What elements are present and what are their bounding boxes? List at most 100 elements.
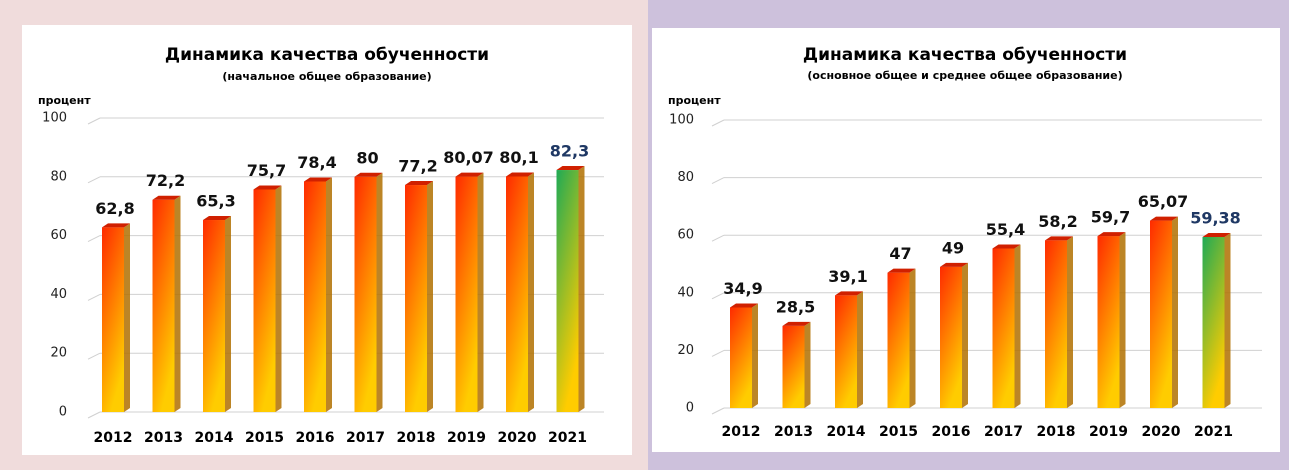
x-tick-label: 2018 [1037, 424, 1076, 440]
y-tick-label: 80 [677, 170, 694, 185]
bar [405, 185, 427, 412]
y-tick-label: 40 [50, 287, 67, 302]
y-axis-label: процент [38, 94, 91, 107]
data-label: 58,2 [1038, 212, 1077, 231]
bar-top [506, 172, 534, 177]
grid-line [87, 293, 101, 301]
data-label: 80,07 [443, 148, 494, 167]
y-tick-label: 0 [686, 401, 694, 416]
bar-side [1172, 216, 1178, 408]
data-label: 62,8 [95, 199, 134, 218]
data-label: 72,2 [146, 171, 185, 190]
x-tick-label: 2020 [498, 430, 537, 446]
bar [1150, 220, 1172, 408]
data-label: 77,2 [398, 157, 437, 176]
bar-top [1045, 236, 1073, 241]
x-tick-label: 2015 [245, 430, 284, 446]
bar-top [556, 166, 585, 171]
bar-top [887, 268, 916, 273]
bar-top [730, 303, 758, 308]
data-label: 34,9 [723, 279, 762, 298]
chart-subtitle: (начальное общее образование) [222, 70, 431, 83]
data-label: 39,1 [828, 267, 867, 286]
y-tick-label: 80 [50, 169, 67, 184]
data-label: 82,3 [550, 142, 589, 161]
bar [992, 248, 1015, 408]
data-label: 78,4 [297, 153, 336, 172]
bar-side [376, 172, 383, 412]
x-tick-label: 2017 [346, 430, 385, 446]
x-tick-label: 2013 [774, 424, 813, 440]
bar-top [405, 181, 433, 186]
data-label: 55,4 [986, 220, 1025, 239]
bar-side [477, 172, 484, 412]
grid-line [87, 235, 101, 243]
bar-top [782, 321, 811, 326]
y-axis-label: процент [668, 94, 721, 107]
bar-top [1097, 232, 1126, 237]
y-tick-label: 20 [50, 346, 67, 361]
bar [102, 227, 124, 412]
data-label: 65,07 [1138, 192, 1189, 211]
bar-side [578, 166, 585, 412]
data-label: 49 [942, 238, 964, 257]
data-label: 75,7 [247, 161, 286, 180]
bar-side [909, 268, 916, 408]
bar-top [152, 195, 181, 200]
bar [887, 272, 910, 408]
x-tick-label: 2014 [827, 424, 866, 440]
x-tick-label: 2019 [1089, 424, 1128, 440]
bar-side [427, 181, 433, 412]
bar [1202, 236, 1225, 408]
data-label: 59,38 [1190, 208, 1241, 227]
bar-side [804, 321, 811, 408]
bar [1097, 236, 1120, 408]
x-tick-label: 2021 [1194, 424, 1233, 440]
x-tick-label: 2016 [932, 424, 971, 440]
bar [354, 176, 377, 412]
x-tick-label: 2021 [548, 430, 587, 446]
bar-top [1202, 232, 1231, 237]
bar-top [1150, 216, 1178, 221]
bar-side [174, 195, 181, 412]
bar-side [225, 216, 231, 412]
chart-title: Динамика качества обученности [165, 45, 489, 65]
data-label: 28,5 [776, 297, 815, 316]
bar-side [962, 262, 968, 408]
bar-side [528, 172, 534, 412]
y-tick-label: 60 [677, 228, 694, 243]
bar-side [275, 185, 282, 412]
bar-side [1119, 232, 1126, 408]
grid-line [711, 349, 725, 357]
bar-top [940, 262, 968, 267]
y-tick-label: 20 [677, 343, 694, 358]
y-tick-label: 60 [50, 228, 67, 243]
bar-side [1014, 244, 1021, 408]
bar [940, 266, 962, 408]
bar [152, 199, 175, 412]
grid-line [87, 352, 101, 360]
bar [455, 176, 478, 412]
bar [835, 295, 857, 408]
bar-side [1067, 236, 1073, 408]
grid-line [87, 411, 101, 419]
grid-line [711, 177, 725, 185]
bar [556, 170, 579, 412]
x-tick-label: 2019 [447, 430, 486, 446]
bar-side [857, 291, 863, 408]
grid-line [711, 407, 725, 415]
data-label: 80,1 [499, 148, 538, 167]
bar-side [326, 177, 332, 412]
y-tick-label: 40 [677, 285, 694, 300]
bar-top [992, 244, 1021, 249]
bar [782, 325, 805, 408]
data-label: 47 [889, 244, 911, 263]
bar [304, 181, 326, 412]
y-tick-label: 0 [59, 405, 67, 420]
bar [253, 189, 276, 412]
bar-top [253, 185, 282, 190]
x-tick-label: 2013 [144, 430, 183, 446]
bar-side [752, 303, 758, 408]
grid-line [87, 176, 101, 184]
